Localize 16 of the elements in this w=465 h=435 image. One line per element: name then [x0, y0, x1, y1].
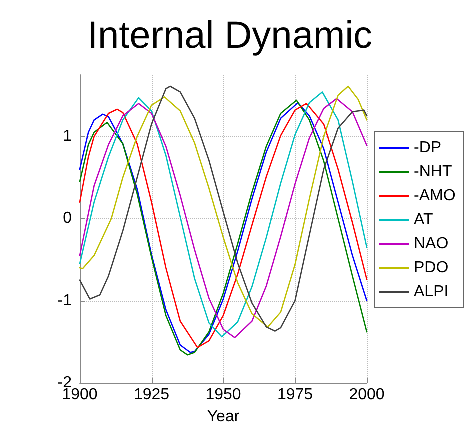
legend-label: -AMO — [414, 188, 456, 204]
legend-label: -DP — [414, 140, 442, 156]
legend-label: NAO — [414, 236, 449, 252]
legend-label: AT — [414, 212, 434, 228]
legend-label: ALPI — [414, 284, 449, 300]
y-tick-label: 0 — [63, 210, 72, 228]
y-tick-label: -1 — [58, 292, 72, 310]
x-tick-label: 1950 — [206, 386, 242, 404]
chart-title: Internal Dynamic — [87, 15, 373, 57]
legend-label: -NHT — [414, 164, 452, 180]
x-tick-label: 2000 — [349, 386, 385, 404]
x-tick-label: 1975 — [277, 386, 314, 404]
y-tick-label: 1 — [63, 128, 72, 146]
legend-label: PDO — [414, 260, 449, 276]
x-axis-title: Year — [207, 408, 240, 426]
x-tick-label: 1925 — [134, 386, 170, 404]
